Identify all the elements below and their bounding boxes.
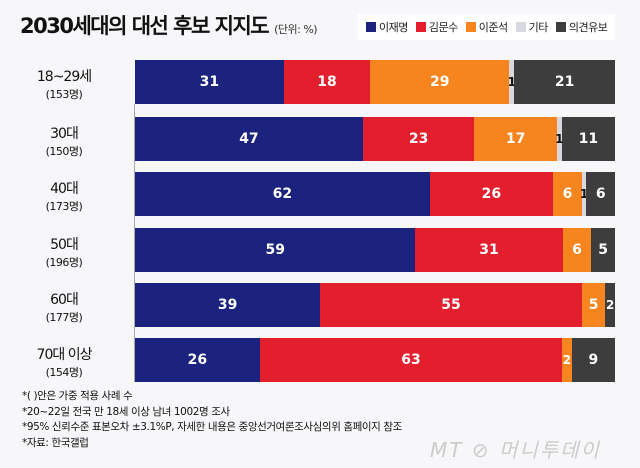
bar-segment: 62	[135, 172, 430, 216]
category-label: 50대 (196명)	[0, 234, 128, 270]
data-label: 26	[187, 352, 208, 368]
chart-title: 2030세대의 대선 후보 지지도 (단위: %)	[20, 10, 318, 40]
legend-swatch	[366, 22, 376, 32]
unit-label: (단위: %)	[274, 23, 318, 36]
bar-segment: 18	[283, 60, 371, 104]
bar-segment: 26	[429, 172, 554, 216]
category-label: 30대 (150명)	[0, 123, 128, 159]
legend-swatch	[555, 22, 566, 32]
bar-segment: 47	[135, 117, 363, 161]
legend-label: 이준석	[478, 21, 508, 34]
data-label: 5	[598, 242, 608, 258]
legend-item: 이준석	[465, 19, 508, 35]
note: *95% 신뢰수준 표본오차 ±3.1%P, 자세한 내용은 중앙선거여론조사심…	[22, 421, 402, 433]
logo: MT ⊘ 머니투데이	[430, 438, 601, 462]
note: *20~22일 전국 만 18세 이상 남녀 1002명 조사	[22, 405, 230, 418]
data-label: 9	[588, 352, 599, 368]
category-label: 60대 (177명)	[0, 289, 128, 325]
bar-segment: 29	[370, 60, 510, 104]
bar-segment: 31	[135, 60, 284, 104]
bar-segment: 2	[605, 283, 615, 327]
category-name: 30대	[50, 126, 79, 142]
data-label: 18	[317, 74, 337, 90]
data-label: 6	[572, 242, 582, 258]
legend-label: 이재명	[379, 21, 408, 34]
bar-segment: 1	[579, 172, 589, 216]
bar-segment: 1	[507, 60, 516, 104]
category-name: 40대	[50, 181, 79, 197]
bar-segment: 21	[514, 60, 615, 104]
footnotes: *( )안은 가중 적용 사례 수 *20~22일 전국 만 18세 이상 남녀…	[22, 389, 402, 451]
data-label: 1	[579, 187, 589, 201]
bar-segment: 55	[320, 283, 582, 327]
data-label: 31	[479, 242, 499, 258]
category-name: 70대 이상	[36, 347, 93, 363]
legend-item: 기타	[515, 19, 549, 35]
category-label: 40대 (173명)	[0, 178, 128, 214]
bar-segment: 6	[562, 228, 592, 272]
bar-segment: 6	[586, 172, 615, 216]
data-label: 5	[588, 297, 599, 313]
axis-line	[134, 104, 135, 382]
bar-segment: 17	[474, 117, 557, 161]
data-label: 11	[578, 131, 599, 147]
bar-segment: 39	[135, 283, 321, 327]
category-label: 18~29세 (153명)	[0, 66, 128, 102]
data-label: 17	[505, 131, 526, 147]
bar-segment: 6	[553, 172, 582, 216]
data-label: 62	[272, 186, 293, 202]
category-name: 18~29세	[36, 69, 92, 85]
bar-segment: 2	[562, 338, 572, 382]
category-sample: (154명)	[45, 366, 83, 379]
data-label: 23	[408, 131, 429, 147]
data-label: 59	[265, 242, 285, 258]
legend-label: 의견유보	[568, 21, 608, 34]
category-sample: (150명)	[45, 145, 83, 158]
data-label: 6	[595, 186, 606, 202]
data-label: 1	[555, 132, 564, 146]
data-label: 26	[481, 186, 502, 202]
legend-item: 의견유보	[555, 19, 608, 35]
bar-segment: 9	[571, 338, 615, 382]
note: *자료: 한국갤럽	[22, 436, 89, 449]
legend-swatch	[515, 22, 526, 32]
category-label: 70대 이상 (154명)	[0, 344, 128, 380]
legend-label: 김문수	[428, 21, 458, 34]
bar-segment: 31	[415, 228, 563, 272]
note: *( )안은 가중 적용 사례 수	[22, 390, 133, 402]
data-label: 21	[554, 74, 575, 90]
bar-segment: 59	[135, 228, 416, 272]
legend: 이재명 김문수 이준석 기타 의견유보	[358, 14, 616, 40]
category-sample: (177명)	[45, 311, 83, 324]
title-text: 2030세대의 대선 후보 지지도	[20, 14, 270, 38]
legend-item: 이재명	[366, 19, 408, 35]
data-label: 31	[199, 74, 220, 90]
bar-segment: 5	[581, 283, 606, 327]
category-sample: (196명)	[45, 256, 83, 269]
data-label: 6	[562, 186, 573, 202]
bar-segment: 5	[591, 228, 615, 272]
data-label: 2	[562, 353, 572, 367]
data-label: 39	[217, 297, 238, 313]
data-label: 47	[239, 131, 259, 147]
data-label: 55	[441, 297, 461, 313]
bar-segment: 11	[561, 117, 615, 161]
bar-segment: 63	[259, 338, 563, 382]
data-label: 1	[507, 75, 516, 89]
category-sample: (153명)	[45, 88, 83, 101]
bar-segment: 1	[555, 117, 564, 161]
data-label: 2	[606, 298, 615, 312]
data-label: 63	[401, 352, 421, 368]
category-name: 50대	[50, 237, 79, 253]
legend-label: 기타	[528, 21, 549, 34]
legend-item: 김문수	[415, 19, 458, 35]
category-sample: (173명)	[45, 200, 83, 213]
category-name: 60대	[50, 292, 79, 308]
bar-segment: 26	[135, 338, 260, 382]
data-label: 29	[430, 74, 450, 90]
bar-segment: 23	[362, 117, 475, 161]
legend-swatch	[415, 22, 426, 32]
legend-swatch	[465, 22, 476, 32]
